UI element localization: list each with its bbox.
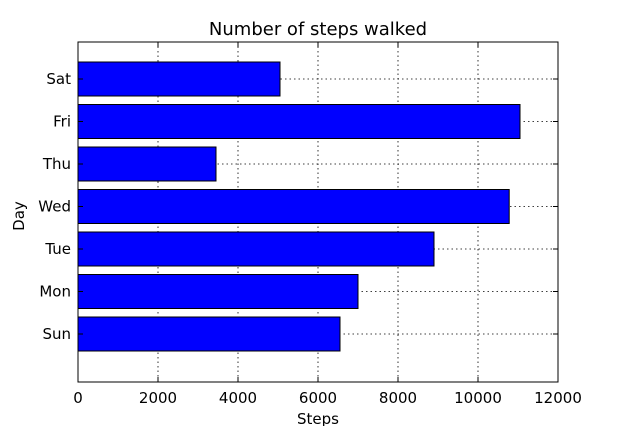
bar-mon xyxy=(77,274,359,309)
x-tick-label: 10000 xyxy=(454,389,502,407)
y-tick-label: Tue xyxy=(44,240,71,258)
x-axis-label: Steps xyxy=(297,410,339,426)
y-tick-label: Thu xyxy=(42,155,71,173)
y-tick-label: Mon xyxy=(39,283,71,301)
x-tick-label: 12000 xyxy=(534,389,582,407)
x-tick-label: 8000 xyxy=(379,389,417,407)
y-tick-labels: Sun Mon Tue Wed Thu Fri Sat xyxy=(38,70,71,343)
y-tick-label: Sun xyxy=(42,325,71,343)
y-tick-label: Wed xyxy=(38,198,71,216)
bar-sat xyxy=(77,61,281,97)
bar-thu xyxy=(77,146,217,182)
axis-ticks xyxy=(77,42,559,382)
bar-wed xyxy=(77,189,510,224)
x-tick-label: 4000 xyxy=(219,389,257,407)
x-tick-label: 2000 xyxy=(139,389,177,407)
x-tick-label: 0 xyxy=(73,389,83,407)
bar-sun xyxy=(77,316,341,352)
bars xyxy=(77,61,521,352)
x-tick-label: 6000 xyxy=(299,389,337,407)
bar-fri xyxy=(77,104,521,139)
y-tick-label: Sat xyxy=(46,70,71,88)
y-tick-label: Fri xyxy=(53,113,71,131)
x-tick-labels: 0 2000 4000 6000 8000 10000 12000 xyxy=(73,389,582,407)
bar-tue xyxy=(77,231,435,267)
y-axis-label: Day xyxy=(10,201,28,231)
chart-title: Number of steps walked xyxy=(209,19,427,40)
